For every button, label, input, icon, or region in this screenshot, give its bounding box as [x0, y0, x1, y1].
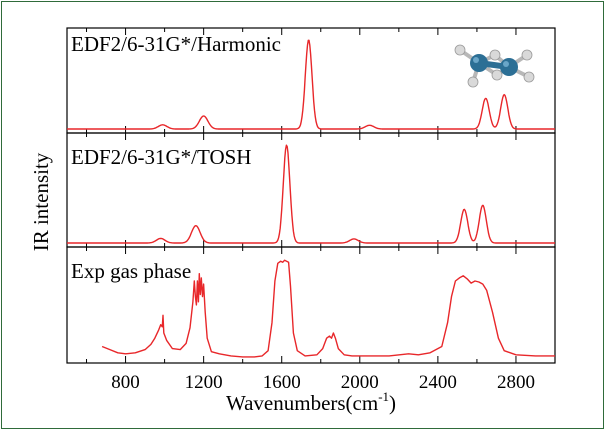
- x-tick-label: 1600: [263, 372, 301, 393]
- figure-frame: EDF2/6-31G*/Harmonic EDF2/6-31G*/TOSH Ex…: [1, 1, 604, 429]
- x-axis-title-end: ): [389, 391, 396, 415]
- ir-spectra-chart: EDF2/6-31G*/Harmonic EDF2/6-31G*/TOSH Ex…: [29, 27, 556, 415]
- x-tick-label: 2400: [419, 372, 457, 393]
- panel-2-label: EDF2/6-31G*/TOSH: [71, 145, 251, 169]
- spectrum-line-panel-1: [67, 39, 555, 130]
- panel-1-label: EDF2/6-31G*/Harmonic: [71, 32, 281, 56]
- x-axis-title-superscript: -1: [378, 389, 389, 404]
- y-axis-title: IR intensity: [29, 152, 53, 251]
- panel-3-frame: [66, 246, 556, 364]
- spectra-curves: [67, 39, 555, 358]
- x-tick-label: 800: [111, 372, 140, 393]
- spectrum-line-panel-3: [101, 259, 555, 358]
- panel-3-label: Exp gas phase: [71, 259, 191, 283]
- x-axis-title: Wavenumbers(cm-1): [226, 389, 396, 415]
- x-axis-title-main: Wavenumbers(cm: [226, 391, 378, 415]
- x-tick-marks: [86, 28, 556, 363]
- molecule-structure-icon: [454, 44, 535, 88]
- x-tick-labels: 800 1200 1600 2000 2400 2800: [111, 372, 535, 393]
- x-tick-label: 2000: [341, 372, 379, 393]
- spectrum-line-panel-2: [67, 144, 555, 244]
- x-tick-label: 2800: [497, 372, 535, 393]
- x-tick-label: 1200: [185, 372, 223, 393]
